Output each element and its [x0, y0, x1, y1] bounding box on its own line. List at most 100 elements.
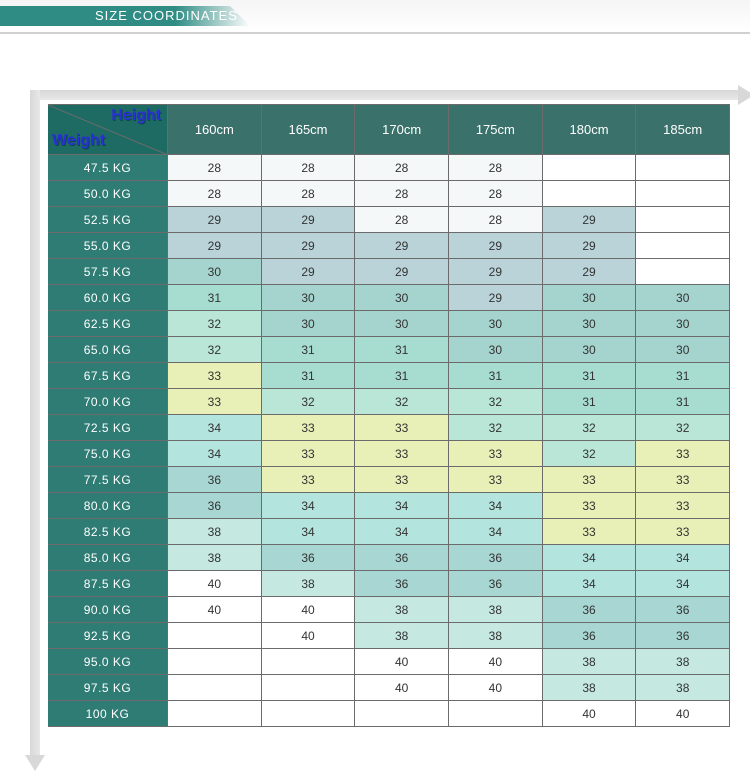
cell: 30 — [262, 311, 356, 337]
row-label: 65.0 KG — [48, 337, 168, 363]
row-label: 50.0 KG — [48, 181, 168, 207]
cell — [168, 675, 262, 701]
cell: 31 — [262, 363, 356, 389]
cell: 33 — [262, 467, 356, 493]
cell — [262, 701, 356, 727]
cell — [168, 701, 262, 727]
cell: 38 — [543, 649, 637, 675]
table-row: 75.0 KG343333333233 — [48, 441, 730, 467]
cell: 31 — [636, 389, 730, 415]
row-label: 67.5 KG — [48, 363, 168, 389]
table-row: 55.0 KG2929292929 — [48, 233, 730, 259]
row-label: 97.5 KG — [48, 675, 168, 701]
col-header: 160cm — [168, 105, 262, 155]
table-row: 47.5 KG28282828 — [48, 155, 730, 181]
cell: 36 — [355, 545, 449, 571]
cell: 32 — [168, 337, 262, 363]
cell: 33 — [636, 519, 730, 545]
table-row: 92.5 KG4038383636 — [48, 623, 730, 649]
cell — [355, 701, 449, 727]
cell: 29 — [355, 233, 449, 259]
cell: 33 — [636, 493, 730, 519]
cell: 36 — [636, 597, 730, 623]
row-label: 55.0 KG — [48, 233, 168, 259]
table-row: 90.0 KG404038383636 — [48, 597, 730, 623]
height-label: Height — [111, 107, 161, 125]
col-header: 165cm — [262, 105, 356, 155]
cell — [636, 207, 730, 233]
cell: 32 — [449, 415, 543, 441]
cell: 33 — [449, 467, 543, 493]
row-label: 87.5 KG — [48, 571, 168, 597]
cell: 28 — [355, 181, 449, 207]
cell: 38 — [636, 675, 730, 701]
table-row: 70.0 KG333232323131 — [48, 389, 730, 415]
cell: 40 — [262, 623, 356, 649]
cell: 28 — [168, 155, 262, 181]
corner-cell: Height Weight — [48, 105, 168, 155]
cell: 32 — [543, 441, 637, 467]
cell: 36 — [449, 571, 543, 597]
cell: 34 — [449, 519, 543, 545]
cell: 31 — [262, 337, 356, 363]
cell: 38 — [262, 571, 356, 597]
cell: 33 — [543, 467, 637, 493]
cell: 33 — [168, 389, 262, 415]
cell: 38 — [449, 597, 543, 623]
cell: 29 — [449, 233, 543, 259]
cell: 29 — [262, 233, 356, 259]
cell: 31 — [543, 363, 637, 389]
cell: 33 — [355, 415, 449, 441]
cell: 34 — [355, 493, 449, 519]
cell: 36 — [543, 623, 637, 649]
cell: 33 — [262, 415, 356, 441]
row-label: 95.0 KG — [48, 649, 168, 675]
cell: 31 — [449, 363, 543, 389]
cell: 36 — [355, 571, 449, 597]
cell: 30 — [262, 285, 356, 311]
cell: 33 — [262, 441, 356, 467]
cell: 36 — [262, 545, 356, 571]
row-label: 75.0 KG — [48, 441, 168, 467]
row-label: 80.0 KG — [48, 493, 168, 519]
cell: 30 — [355, 311, 449, 337]
cell: 33 — [449, 441, 543, 467]
table-row: 67.5 KG333131313131 — [48, 363, 730, 389]
table-row: 77.5 KG363333333333 — [48, 467, 730, 493]
row-label: 100 KG — [48, 701, 168, 727]
cell: 28 — [355, 207, 449, 233]
col-header: 170cm — [355, 105, 449, 155]
cell: 34 — [449, 493, 543, 519]
table-row: 100 KG4040 — [48, 701, 730, 727]
cell: 34 — [355, 519, 449, 545]
cell: 28 — [355, 155, 449, 181]
header-row: Height Weight 160cm165cm170cm175cm180cm1… — [48, 105, 730, 155]
cell: 30 — [449, 337, 543, 363]
cell: 34 — [168, 415, 262, 441]
table-row: 95.0 KG40403838 — [48, 649, 730, 675]
cell: 29 — [262, 259, 356, 285]
cell: 33 — [636, 467, 730, 493]
cell: 28 — [262, 155, 356, 181]
weight-label: Weight — [52, 132, 105, 150]
cell: 38 — [543, 675, 637, 701]
size-table: Height Weight 160cm165cm170cm175cm180cm1… — [48, 104, 730, 727]
cell: 31 — [355, 363, 449, 389]
cell — [168, 623, 262, 649]
cell: 33 — [355, 441, 449, 467]
cell: 36 — [168, 467, 262, 493]
cell: 30 — [543, 285, 637, 311]
row-label: 70.0 KG — [48, 389, 168, 415]
banner: SIZE COORDINATES — [0, 0, 750, 34]
cell: 31 — [168, 285, 262, 311]
cell: 34 — [262, 493, 356, 519]
cell: 34 — [168, 441, 262, 467]
table-row: 50.0 KG28282828 — [48, 181, 730, 207]
table-row: 80.0 KG363434343333 — [48, 493, 730, 519]
cell: 40 — [543, 701, 637, 727]
row-label: 62.5 KG — [48, 311, 168, 337]
cell: 33 — [636, 441, 730, 467]
cell: 30 — [636, 285, 730, 311]
table-row: 87.5 KG403836363434 — [48, 571, 730, 597]
cell: 36 — [636, 623, 730, 649]
